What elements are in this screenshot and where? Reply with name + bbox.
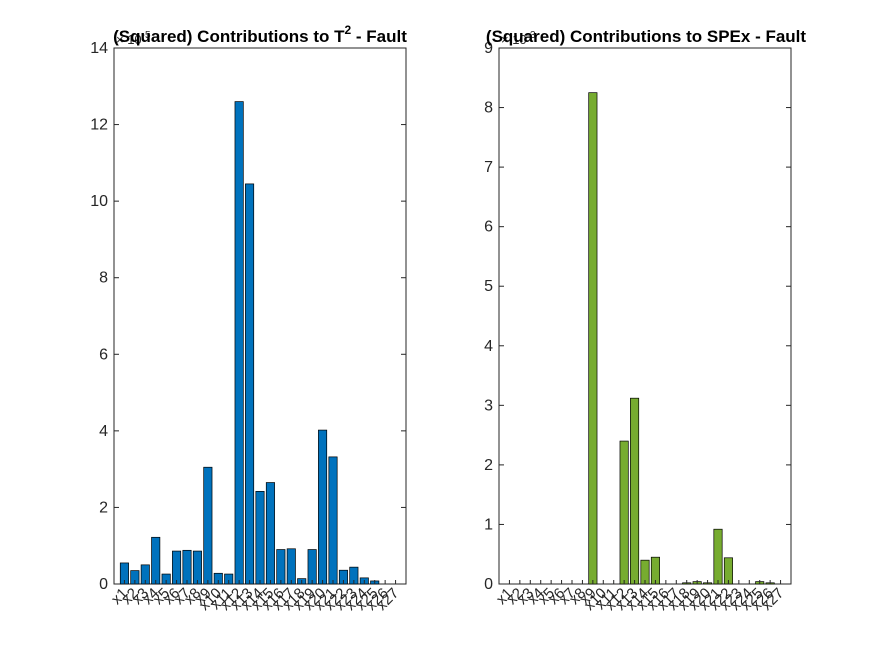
spex-ytick-label: 9: [484, 40, 493, 57]
t2-ytick-label: 8: [99, 270, 108, 287]
spex-bar-x15: [650, 556, 660, 585]
spex-x-ticks: x1x2x3x4x5x6x7x8x9x10x11x12x13x14x15x16x…: [493, 580, 787, 614]
t2-ytick-label: 12: [90, 117, 108, 134]
spex-bar-x21: [713, 528, 723, 585]
spex-contributions-chart: 0 1 2 3 4 5 6 7 8 9 x1x2x3x4x5x6x7x8x9x10x11x12x1…: [484, 27, 806, 614]
t2-bar-x15: [265, 482, 275, 585]
t2-bar-x14: [255, 491, 265, 585]
t2-bar-x19: [307, 549, 317, 585]
t2-bars: [119, 101, 380, 585]
t2-bar-x16: [276, 549, 286, 585]
t2-bar-x13: [245, 183, 255, 585]
spex-bar-x12: [619, 440, 629, 585]
spex-ytick-label: 4: [484, 338, 493, 355]
t2-chart-title: (Squared) Contributions to T2 - Fault: [113, 23, 407, 46]
t2-exponent-label: × 10-5: [116, 30, 151, 47]
t2-ytick-label: 6: [99, 346, 108, 363]
spex-ytick-label: 0: [484, 576, 493, 593]
spex-exponent-label: × 10-3: [501, 30, 536, 47]
t2-ytick-label: 0: [99, 576, 108, 593]
spex-ytick-label: 3: [484, 397, 493, 414]
spex-bar-x9: [588, 92, 598, 585]
t2-bar-x9: [203, 466, 213, 585]
t2-ytick-label: 14: [90, 40, 108, 57]
t2-ytick-label: 2: [99, 499, 108, 516]
spex-bar-x13: [630, 397, 640, 585]
t2-y-ticks: 0 2 4 6 8 10 12 14: [90, 40, 406, 593]
t2-bar-x6: [172, 550, 182, 585]
t2-bar-x7: [182, 549, 192, 585]
t2-contributions-chart: 0 2 4 6 8 10 12 14 x1x2x3x4x5x6x7x8x9x10x11x12x…: [90, 23, 407, 614]
t2-ytick-label: 10: [90, 193, 108, 210]
spex-ytick-label: 7: [484, 159, 493, 176]
t2-x-ticks: x1x2x3x4x5x6x7x8x9x10x11x12x13x14x15x16x…: [108, 580, 402, 614]
t2-bar-x17: [286, 548, 296, 585]
t2-bar-x4: [151, 536, 161, 585]
spex-chart-title: (Squared) Contributions to SPEx - Fault: [486, 27, 807, 46]
t2-bar-x21: [328, 456, 338, 585]
spex-ytick-label: 6: [484, 219, 493, 236]
spex-axes-box: [498, 47, 792, 585]
t2-bar-x12: [234, 101, 244, 585]
t2-bar-x8: [192, 550, 202, 585]
spex-y-ticks: 0 1 2 3 4 5 6 7 8 9: [484, 40, 791, 593]
spex-ytick-label: 5: [484, 278, 493, 295]
t2-bar-x20: [318, 429, 328, 585]
spex-ytick-label: 1: [484, 516, 493, 533]
spex-ytick-label: 8: [484, 100, 493, 117]
t2-ytick-label: 4: [99, 423, 108, 440]
spex-ytick-label: 2: [484, 457, 493, 474]
